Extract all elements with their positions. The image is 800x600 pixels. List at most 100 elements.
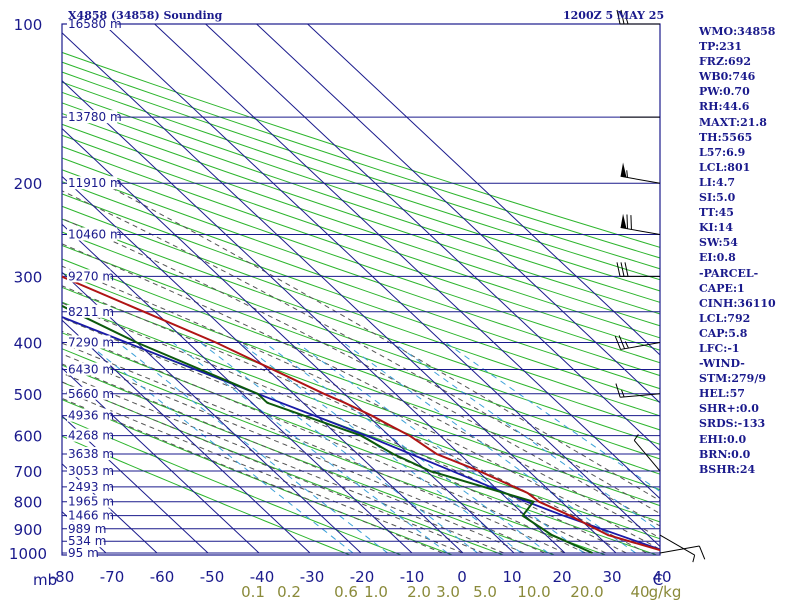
mixing-ratio-label: 3.0 (436, 583, 460, 600)
height-label: 10460 m (68, 228, 122, 242)
height-label: 6430 m (68, 363, 114, 377)
index-line: SI:5.0 (699, 191, 736, 205)
height-label-bg (67, 110, 118, 124)
height-label-bg (67, 17, 118, 30)
moist-adiabat-line (62, 218, 660, 527)
temperature-tick-label: -80 (50, 568, 75, 586)
index-line: KI:14 (699, 221, 734, 235)
mixing-ratio-label: 1.0 (364, 583, 388, 600)
height-label-bg (67, 428, 111, 442)
height-label: 4268 m (68, 429, 114, 443)
index-line: SHR+:0.0 (699, 402, 759, 416)
index-line: FRZ:692 (699, 55, 752, 69)
wind-barb-full (698, 545, 706, 560)
mixing-ratio-label: 2.0 (407, 583, 431, 600)
pressure-tick-label: 900 (14, 521, 43, 539)
isotherm-line (62, 367, 260, 554)
temperature-tick-label: 0 (457, 568, 467, 586)
mixing-ratio-label: 10.0 (517, 583, 550, 600)
height-label-bg (67, 464, 111, 478)
wind-barb-full (616, 262, 621, 277)
wind-barb-half (692, 554, 696, 563)
temperature-tick-label: 10 (502, 568, 521, 586)
height-label: 4936 m (68, 409, 114, 423)
height-label-bg (67, 494, 111, 508)
sounding-profiles (62, 275, 660, 554)
dry-adiabat-line (62, 348, 608, 555)
index-line: HEL:57 (699, 387, 745, 401)
wind-barb-flag (620, 213, 627, 229)
parcel-trace (62, 316, 660, 551)
wind-barb (615, 383, 661, 398)
pressure-tick-label: 300 (14, 268, 43, 286)
height-label: 13780 m (68, 110, 122, 124)
index-line: MAXT:21.8 (699, 115, 767, 129)
temperature-tick-label: 30 (602, 568, 621, 586)
index-line: WMO:34858 (699, 25, 776, 38)
wind-barb (614, 335, 661, 350)
dewpoint-line (62, 304, 593, 554)
pressure-tick-label: 700 (14, 463, 43, 481)
height-label-bg (67, 508, 111, 522)
dry-adiabat-line (62, 398, 454, 555)
isotherm-line (62, 127, 515, 554)
temperature-unit-label: C (653, 571, 663, 589)
dry-adiabat-line (62, 435, 352, 555)
wind-barbs (614, 9, 706, 563)
index-line: LCL:801 (699, 160, 751, 174)
wind-barb (620, 162, 661, 184)
height-label-bg (67, 304, 111, 318)
wind-barb-full (620, 262, 625, 277)
dry-adiabat-line (62, 301, 660, 523)
wind-barb-flag (620, 162, 627, 178)
index-line: EI:0.8 (699, 251, 736, 265)
dry-adiabat-line (62, 286, 660, 507)
index-line: EHI:0.0 (699, 432, 747, 446)
height-label: 534 m (68, 534, 106, 548)
height-label: 1965 m (68, 495, 114, 509)
mixing-ratio-label: 40 (630, 583, 649, 600)
pressure-tick-label: 1000 (9, 545, 47, 563)
sounding-time: 1200Z 5 MAY 25 (563, 9, 665, 22)
dry-adiabat-line (62, 258, 660, 475)
height-label: 5660 m (68, 387, 114, 401)
wind-barb-staff (620, 341, 661, 350)
mixing-ratio-label: 0.1 (241, 583, 265, 600)
wind-barb (620, 213, 661, 236)
height-label: 1466 m (68, 509, 114, 523)
height-label-bg (67, 335, 111, 349)
height-label-bg (67, 546, 97, 559)
height-label: 7290 m (68, 335, 114, 349)
wind-barb-staff (620, 393, 661, 398)
pressure-axis-label: mb (33, 571, 57, 589)
isotherm-line (307, 24, 660, 356)
height-label: 16580 m (68, 17, 122, 31)
wind-barb-full (624, 262, 629, 277)
temperature-tick-label: -70 (100, 568, 125, 586)
isotherm-line (62, 175, 464, 554)
wind-barb-half (621, 389, 625, 398)
mixing-ratio-label: 5.0 (473, 583, 497, 600)
isotherm-line (62, 415, 209, 554)
wind-barb (616, 262, 660, 277)
wind-barb-full (618, 335, 626, 349)
index-line: PW:0.70 (699, 85, 750, 99)
pressure-tick-label: 600 (14, 428, 43, 446)
wind-barb-full (626, 214, 629, 229)
isotherm-line (62, 271, 362, 554)
wind-barb-full (614, 335, 622, 350)
index-line: -PARCEL- (699, 266, 759, 280)
mixing-ratio-label: 20.0 (570, 583, 603, 600)
index-line: BSHR:24 (699, 462, 756, 476)
temperature-tick-label: -30 (300, 568, 325, 586)
temperature-tick-label: -60 (150, 568, 175, 586)
index-line: LFC:-1 (699, 341, 740, 355)
temperature-tick-label: -40 (250, 568, 275, 586)
index-line: WB0:746 (699, 70, 756, 84)
height-label: 2493 m (68, 480, 114, 494)
index-line: RH:44.6 (699, 100, 750, 114)
index-line: STM:279/9 (699, 372, 766, 386)
wind-barb (633, 434, 661, 472)
index-line: LCL:792 (699, 311, 751, 325)
index-line: SW:54 (699, 236, 738, 250)
